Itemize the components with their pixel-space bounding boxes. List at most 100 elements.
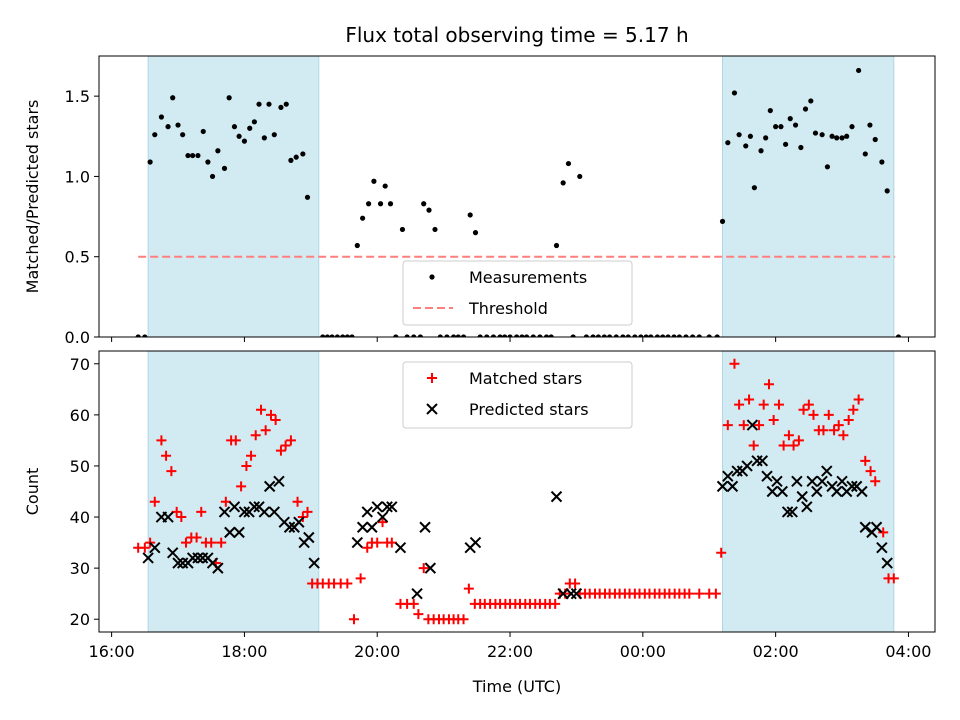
matched-star-point [803, 399, 814, 410]
legend: Matched stars Predicted stars [402, 361, 633, 429]
x-axis-label: Time (UTC) [472, 677, 561, 696]
measurement-point [524, 334, 530, 337]
predicted-star-point [811, 485, 823, 498]
measurement-point [147, 159, 153, 165]
measurement-point [590, 334, 596, 337]
measurement-point [266, 101, 272, 107]
matched-star-point [285, 435, 296, 446]
predicted-star-point [308, 557, 320, 569]
measurement-point [763, 135, 769, 141]
predicted-star-point [212, 562, 224, 574]
y-tick-label: 30 [70, 559, 90, 578]
measurement-point [477, 334, 483, 337]
predicted-star-point [776, 485, 788, 498]
matched-star-point [808, 409, 819, 420]
predicted-star-point [162, 511, 174, 523]
measurement-point [142, 334, 148, 337]
measurement-point [665, 334, 671, 337]
measurement-point [782, 141, 789, 147]
predicted-star-point [268, 506, 281, 518]
matched-star-point [275, 445, 286, 456]
matched-star-point [236, 481, 247, 492]
matched-star-point [156, 435, 167, 446]
predicted-star-point [224, 526, 236, 539]
y-tick-label: 60 [70, 406, 90, 425]
measurement-point [293, 154, 299, 160]
measurement-point [387, 201, 394, 207]
predicted-star-point [796, 490, 808, 503]
measurement-point [758, 148, 764, 154]
predicted-star-point [881, 557, 893, 569]
measurement-point [824, 164, 831, 170]
measurement-point [601, 334, 607, 337]
x-tick-label: 04:00 [885, 642, 931, 661]
matched-star-point [280, 440, 291, 451]
matched-star-point [878, 527, 889, 538]
measurement-point [595, 334, 601, 337]
measurement-point [856, 67, 862, 74]
shaded-region [722, 351, 895, 632]
predicted-star-point [273, 475, 285, 487]
predicted-star-point [386, 501, 398, 513]
measurement-point [271, 132, 277, 138]
measurement-point [247, 125, 253, 131]
measurement-point [421, 201, 427, 207]
shaded-region [147, 56, 320, 337]
measurement-point [152, 132, 158, 138]
measurement-point [165, 124, 171, 130]
legend-label: Measurements [469, 268, 587, 287]
predicted-star-point [424, 562, 437, 574]
predicted-star-point [394, 541, 407, 554]
measurement-point [278, 104, 284, 110]
measurement-point [879, 159, 885, 165]
matched-star-point [302, 506, 313, 517]
matched-star-point [180, 537, 191, 548]
matched-star-point [694, 588, 705, 599]
predicted-star-point [870, 521, 883, 533]
measurement-point [565, 160, 572, 167]
predicted-star-point [303, 531, 315, 544]
measurement-point [731, 90, 738, 96]
plot-area [133, 351, 899, 632]
matched-star-point [348, 614, 359, 625]
matched-star-point [176, 512, 187, 523]
matched-star-point [818, 425, 829, 436]
predicted-star-point [831, 485, 843, 498]
legend-label: Predicted stars [469, 400, 589, 419]
plot-area [135, 56, 902, 337]
measurement-point [417, 334, 423, 337]
predicted-star-point [801, 501, 813, 513]
matched-star-point [710, 588, 721, 599]
measurement-point [432, 226, 438, 233]
legend: Measurements Threshold [402, 260, 633, 326]
measurement-point [613, 334, 619, 337]
matched-star-point [342, 578, 353, 589]
matched-star-point [139, 542, 150, 553]
measurement-point [706, 334, 712, 337]
measurement-point [819, 132, 825, 138]
matched-star-point [716, 547, 727, 558]
measurement-point [411, 334, 417, 337]
matched-star-point [220, 496, 231, 507]
y-tick-label: 1.5 [65, 87, 90, 106]
measurement-point [283, 101, 289, 107]
predicted-star-point [248, 501, 261, 513]
matched-star-point [788, 440, 799, 451]
matched-star-point [738, 420, 749, 431]
measurement-point [175, 122, 181, 128]
matched-star-point [265, 409, 276, 420]
predicted-star-point [238, 506, 251, 518]
predicted-star-point [771, 475, 783, 487]
measurement-point [450, 334, 457, 337]
measurement-point [236, 133, 242, 139]
ratio-panel: 0.0 0.5 1.0 1.5 Matched/Predicted stars Measu… [23, 55, 936, 347]
legend-predicted-marker [426, 403, 438, 415]
chart-title: Flux total observing time = 5.17 h [345, 23, 688, 47]
measurement-point [334, 334, 340, 337]
measurement-point [340, 334, 346, 337]
measurement-point [300, 151, 306, 157]
predicted-star-point [166, 547, 179, 559]
measurement-point [195, 152, 201, 159]
matched-star-point [463, 583, 474, 594]
legend-matched-marker [427, 373, 437, 383]
